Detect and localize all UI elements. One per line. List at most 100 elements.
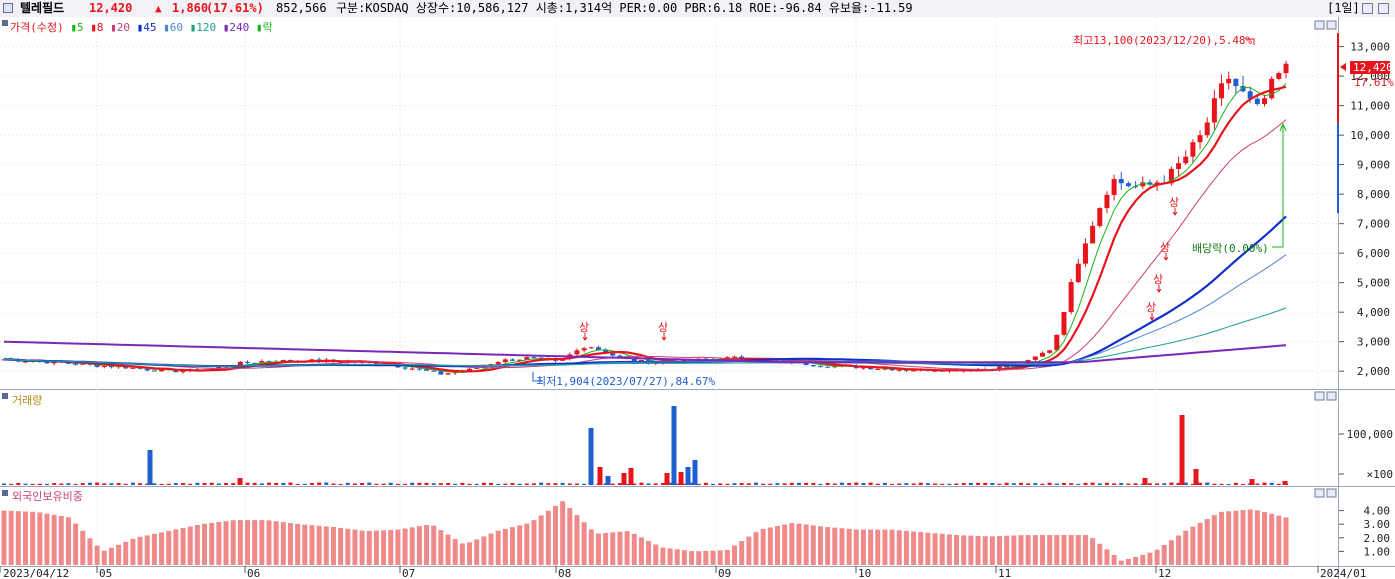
foreign-holding-bar: [1226, 511, 1232, 565]
foreign-holding-bar: [1075, 535, 1081, 565]
volume-bar: [1198, 482, 1203, 485]
volume-bar: [66, 483, 71, 485]
candle: [216, 366, 222, 369]
foreign-holding-bar: [381, 530, 387, 565]
legend-item-5: ▮60: [156, 21, 183, 34]
header-icon: [3, 3, 13, 13]
volume-bar: [1133, 483, 1138, 485]
foreign-holding-bar: [144, 535, 150, 565]
foreign-holding-bar: [180, 527, 186, 565]
foreign-holding-bar: [116, 544, 122, 565]
close-button[interactable]: [1378, 3, 1389, 14]
volume-bar: [610, 483, 615, 485]
restore-button[interactable]: [1362, 3, 1373, 14]
period-selector[interactable]: [1일]: [1327, 1, 1360, 15]
candle: [1183, 156, 1189, 164]
x-tick-label: 05: [99, 567, 112, 579]
foreign-holding-bar: [1240, 510, 1246, 565]
foreign-holding-bar: [918, 532, 924, 565]
volume-bar: [252, 482, 257, 485]
foreign-holding-bar: [373, 530, 379, 565]
volume-bar: [424, 482, 429, 485]
volume-bar: [317, 482, 322, 485]
foreign-holding-bar: [502, 528, 508, 565]
y-tick-label: 3.00: [1364, 518, 1391, 531]
foreign-holding-bar: [15, 511, 21, 565]
foreign-holding-bar: [8, 510, 14, 565]
volume-bar: [188, 483, 193, 485]
volume-bar: [832, 483, 837, 485]
candle: [402, 367, 408, 369]
foreign-holding-bar: [1125, 558, 1131, 565]
foreign-holding-bar: [1161, 544, 1167, 565]
volume-bar: [847, 483, 852, 485]
volume-bar: [911, 483, 916, 485]
volume-bar: [1147, 483, 1152, 485]
foreign-holding-bar: [846, 528, 852, 565]
volume-bar: [954, 483, 959, 485]
foreign-holding-bar: [273, 521, 279, 565]
foreign-holding-bar: [982, 536, 988, 565]
volume-bar: [825, 482, 830, 485]
volume-bar: [73, 483, 78, 485]
foreign-holding-bar: [474, 539, 480, 565]
volume-bar: [52, 483, 57, 485]
volume-bar: [739, 483, 744, 485]
limit-up-arrow-icon: [1172, 208, 1178, 216]
volume-bar: [259, 483, 264, 485]
candle: [1082, 243, 1088, 264]
high-marker-arrow: [1245, 38, 1255, 45]
up-arrow-icon: ▲: [155, 2, 162, 15]
volume-bar: [202, 482, 207, 485]
candle: [1097, 208, 1103, 226]
volume-bar: [696, 483, 701, 485]
foreign-holding-bar: [1211, 515, 1217, 565]
stock-header-bar: 텔레필드 12,420 ▲ 1,860 (17.61%) 852,566 구분:…: [0, 0, 1395, 18]
volume-bar: [1142, 478, 1148, 485]
foreign-holding-bar: [345, 528, 351, 565]
foreign-holding-bar: [796, 523, 802, 565]
foreign-holding-bar: [567, 508, 573, 565]
candle: [1004, 366, 1010, 368]
volume-bar: [1241, 483, 1246, 485]
x-tick-label: 2023/04/12: [3, 567, 69, 579]
volume-bar: [1112, 483, 1117, 485]
candle: [603, 349, 609, 354]
candle: [889, 368, 895, 371]
foreign-holding-bar: [94, 545, 100, 565]
volume-bar: [990, 482, 995, 485]
volume-bar: [295, 483, 300, 485]
foreign-holding-bar: [409, 527, 415, 565]
foreign-holding-bar: [202, 523, 208, 565]
volume-bar: [1183, 482, 1188, 485]
foreign-holding-bar: [925, 532, 931, 565]
volume-bar: [582, 483, 587, 485]
volume-bar: [460, 482, 465, 485]
foreign-holding-bar: [746, 536, 752, 565]
x-tick-label: 09: [718, 567, 731, 579]
foreign-holding-bar: [624, 531, 630, 565]
foreign-holding-bar: [1025, 535, 1031, 565]
candle: [1254, 98, 1260, 105]
foreign-holding-bar: [1140, 554, 1146, 565]
volume-bar: [1047, 482, 1052, 485]
foreign-holding-bar: [646, 540, 652, 565]
candle: [1061, 312, 1067, 335]
volume-panel-controls[interactable]: [1314, 391, 1337, 401]
candle: [1283, 63, 1289, 74]
volume-bar: [374, 483, 379, 485]
volume-bar: [925, 483, 930, 485]
price-panel-controls[interactable]: [1314, 20, 1337, 30]
foreign-holding-bar: [252, 520, 258, 565]
volume-panel-icon: [2, 393, 8, 399]
candle: [1204, 122, 1210, 136]
foreign-holding-bar: [452, 539, 458, 565]
low-marker-arrow: [532, 372, 543, 382]
foreign-holding-bar: [753, 532, 759, 565]
volume-bar: [352, 483, 357, 485]
foreign-holding-bar: [997, 536, 1003, 565]
volume-axis: 100,000 ×100: [1339, 428, 1393, 481]
volume-bar: [1249, 479, 1255, 485]
foreign-panel-controls[interactable]: [1314, 488, 1337, 498]
